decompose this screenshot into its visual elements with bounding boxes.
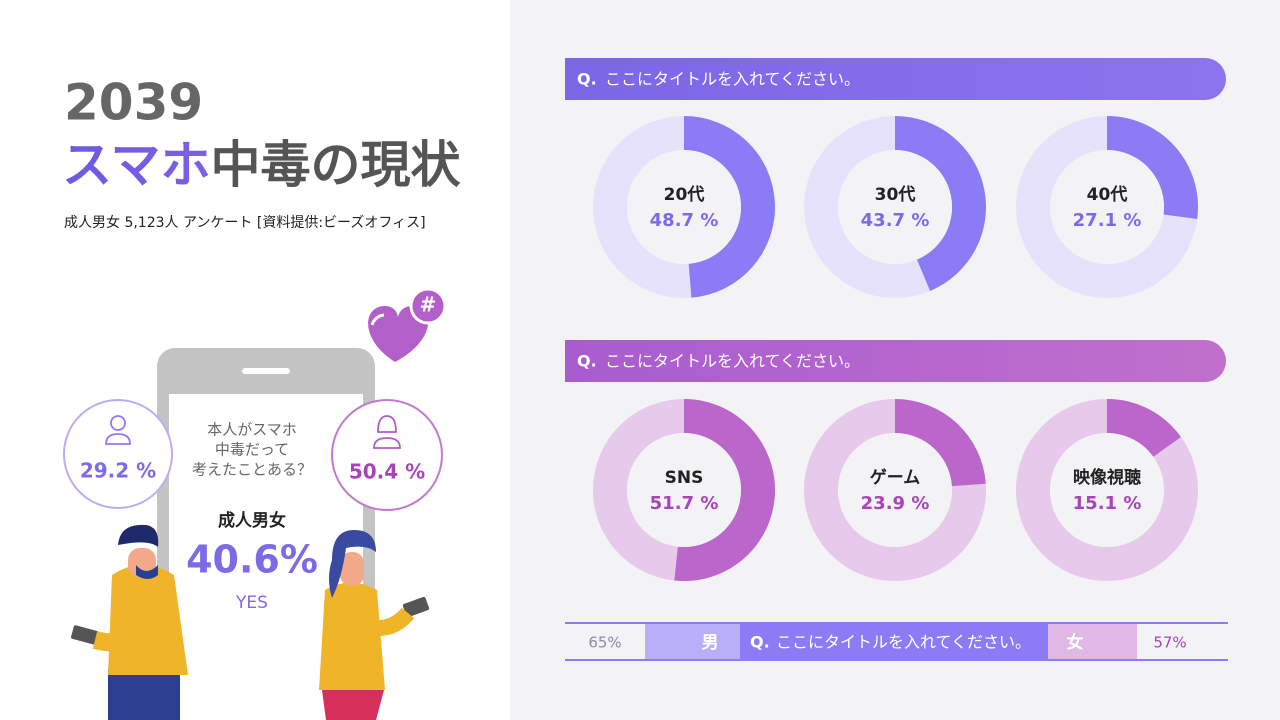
female-value: 50.4 % (349, 460, 425, 484)
donut-segment (1107, 399, 1181, 457)
female-icon (373, 415, 401, 449)
man-illustration (71, 524, 188, 720)
donut-value: 51.7 % (650, 493, 719, 514)
title-rest: 中毒の現状 (211, 136, 462, 194)
woman-illustration (319, 530, 430, 720)
question-line: 本人がスマホ (207, 421, 297, 439)
donut-label: 40代 (1087, 184, 1128, 205)
donut-value: 48.7 % (650, 210, 719, 231)
bar-title-box (740, 624, 1048, 659)
q-mark: Q. (577, 352, 597, 371)
hash-badge (409, 287, 447, 325)
male-label: 男 (702, 633, 719, 653)
phone-speaker (242, 368, 290, 374)
donut-hole (838, 150, 952, 264)
male-value: 29.2 % (80, 459, 156, 483)
donut-hole (627, 150, 741, 264)
donut-hole (838, 433, 952, 547)
panel-title: ここにタイトルを入れてください。 (605, 352, 860, 371)
panel-title: ここにタイトルを入れてください。 (605, 70, 860, 89)
donut-value: 23.9 % (861, 493, 930, 514)
main-value: 40.6% (186, 538, 318, 582)
female-label: 女 (1067, 632, 1084, 653)
heart-icon (368, 306, 429, 362)
donut-hole (1050, 433, 1164, 547)
bar-title: ここにタイトルを入れてください。 (776, 633, 1031, 652)
donut-label: 30代 (875, 184, 916, 205)
panel-header (565, 58, 1226, 100)
donut-value: 15.1 % (1073, 493, 1142, 514)
question-line: 中毒だって (215, 441, 289, 459)
title-accent: スマホ (62, 136, 211, 194)
donut-segment (895, 399, 986, 487)
donut-hole (627, 433, 741, 547)
female-circle (331, 399, 443, 511)
male-circle (63, 399, 173, 509)
year: 2039 (64, 74, 203, 132)
donut-label: ゲーム (870, 467, 921, 488)
donut-label: SNS (665, 468, 704, 488)
panel-header (565, 340, 1226, 382)
answer: YES (235, 593, 268, 613)
q-mark: Q. (750, 633, 770, 652)
q-mark: Q. (577, 70, 597, 89)
donut-label: 20代 (664, 184, 705, 205)
male-icon (105, 415, 131, 445)
question-line: 考えたことある？ (192, 461, 312, 479)
donut-segment (674, 399, 775, 581)
donut-segment (1107, 116, 1198, 219)
donut-value: 43.7 % (861, 210, 930, 231)
male-percent: 65% (588, 634, 621, 652)
female-percent: 57% (1153, 634, 1186, 652)
donut-segment (684, 116, 775, 298)
group-label: 成人男女 (218, 510, 286, 531)
donut-hole (1050, 150, 1164, 264)
female-box (1048, 624, 1137, 659)
donut-label: 映像視聴 (1073, 467, 1141, 488)
male-box (645, 624, 740, 659)
subtitle: 成人男女 5,123人 アンケート [資料提供:ビーズオフィス] (64, 214, 426, 231)
hash-icon: # (420, 293, 437, 317)
title: スマホ中毒の現状 (62, 136, 461, 194)
heart-shine (370, 313, 385, 326)
donut-value: 27.1 % (1073, 210, 1142, 231)
donut-segment (895, 116, 986, 291)
